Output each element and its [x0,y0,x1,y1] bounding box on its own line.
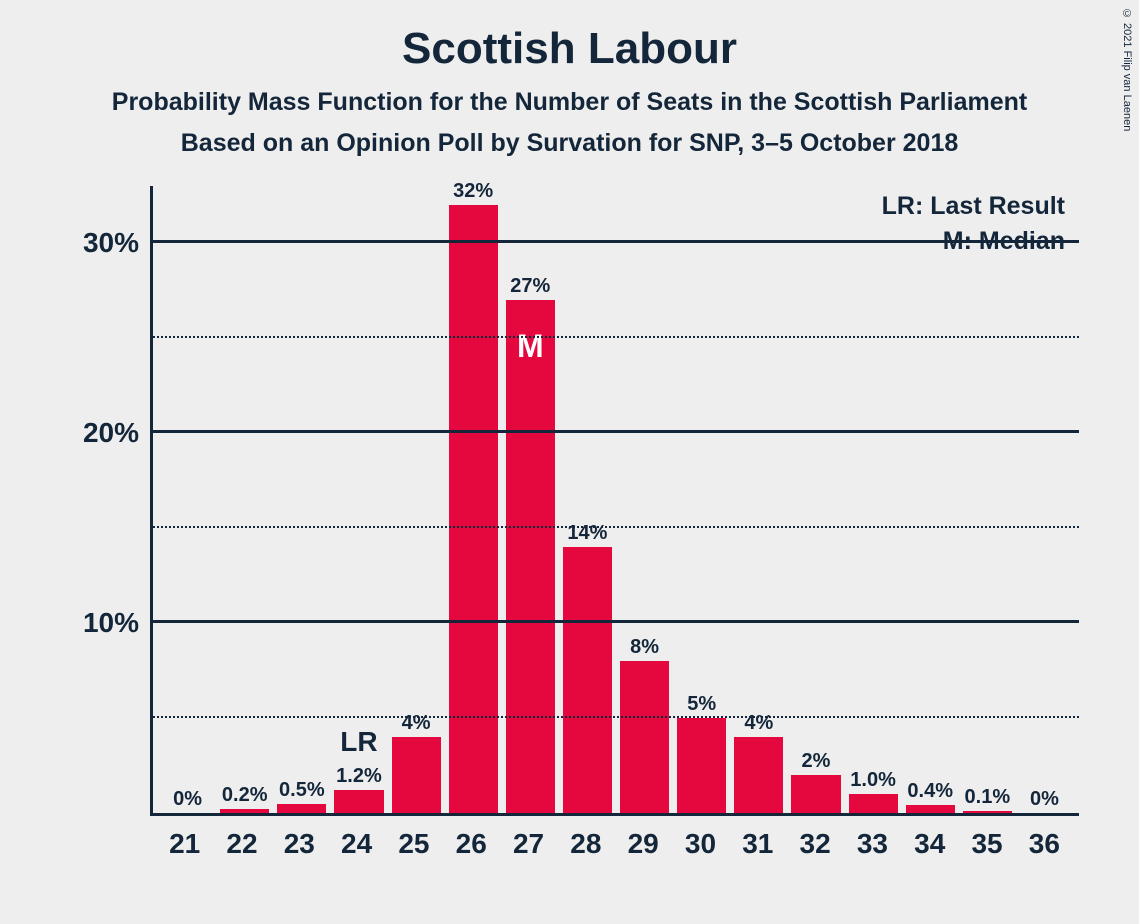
bar-slot: 32% [445,186,502,813]
bar-value-label: 0.2% [222,784,268,809]
bar-value-label: 8% [630,636,659,661]
x-tick-label: 34 [901,822,958,866]
gridline-major: 10% [153,620,1079,623]
y-tick-label: 10% [83,607,153,639]
x-tick-label: 31 [729,822,786,866]
median-marker: M [517,328,544,365]
bar-value-label: 32% [453,180,493,205]
y-tick-label: 30% [83,227,153,259]
bar: 0.1% [963,811,1012,813]
bar: 0.4% [906,805,955,813]
x-tick-label: 22 [213,822,270,866]
bar-slot: 5% [673,186,730,813]
bars-group: 0%0.2%0.5%1.2%LR4%32%27%M14%8%5%4%2%1.0%… [153,186,1079,813]
plot: LR: Last Result M: Median 0%0.2%0.5%1.2%… [110,186,1079,866]
x-axis-labels: 21222324252627282930313233343536 [150,822,1079,866]
bar: 32% [449,205,498,813]
bar-slot: 0.2% [216,186,273,813]
gridline-minor [153,526,1079,528]
bar-value-label: 0.1% [965,786,1011,811]
bar: 0.5% [277,804,326,814]
bar-slot: 4% [730,186,787,813]
x-tick-label: 32 [786,822,843,866]
chart-title: Scottish Labour [40,24,1099,74]
chart-container: Scottish Labour Probability Mass Functio… [0,0,1139,924]
gridline-major: 30% [153,240,1079,243]
bar-value-label: 0% [173,788,202,813]
bar-slot: 14% [559,186,616,813]
bar-value-label: 27% [510,275,550,300]
chart-subtitle-1: Probability Mass Function for the Number… [40,88,1099,117]
x-tick-label: 28 [557,822,614,866]
gridline-minor [153,716,1079,718]
bar: 4% [734,737,783,813]
chart-subtitle-2: Based on an Opinion Poll by Survation fo… [40,129,1099,158]
x-tick-label: 25 [385,822,442,866]
bar-slot: 0.5% [273,186,330,813]
bar: 4% [392,737,441,813]
y-tick-label: 20% [83,417,153,449]
bar-slot: 0.1% [959,186,1016,813]
x-tick-label: 29 [615,822,672,866]
copyright: © 2021 Filip van Laenen [1121,8,1133,131]
bar: 0.2% [220,809,269,813]
bar: 5% [677,718,726,813]
bar-value-label: 0% [1030,788,1059,813]
bar-value-label: 5% [687,693,716,718]
x-tick-label: 26 [443,822,500,866]
x-tick-label: 30 [672,822,729,866]
last-result-marker: LR [340,726,377,790]
bar-slot: 0% [1016,186,1073,813]
bar-value-label: 1.0% [850,769,896,794]
bar-slot: 27% M [502,186,559,813]
x-tick-label: 24 [328,822,385,866]
bar-slot: 0% [159,186,216,813]
x-tick-label: 21 [156,822,213,866]
x-tick-label: 27 [500,822,557,866]
x-tick-label: 33 [844,822,901,866]
bar-slot: 2% [787,186,844,813]
bar: 1.0% [849,794,898,813]
bar: 27%M [506,300,555,813]
bar: 8% [620,661,669,813]
gridline-major: 20% [153,430,1079,433]
x-tick-label: 35 [958,822,1015,866]
bar: 1.2%LR [334,790,383,813]
bar-value-label: 2% [801,750,830,775]
bar-slot: 8% [616,186,673,813]
bar: 14% [563,547,612,813]
x-tick-label: 23 [271,822,328,866]
bar-value-label: 0.5% [279,779,325,804]
bar-slot: 1.2%LR [330,186,387,813]
bar-slot: 4% [388,186,445,813]
bar-slot: 0.4% [902,186,959,813]
bar-value-label: 0.4% [907,780,953,805]
plot-area: LR: Last Result M: Median 0%0.2%0.5%1.2%… [150,186,1079,816]
x-tick-label: 36 [1016,822,1073,866]
gridline-minor [153,336,1079,338]
bar-slot: 1.0% [845,186,902,813]
bar: 2% [791,775,840,813]
